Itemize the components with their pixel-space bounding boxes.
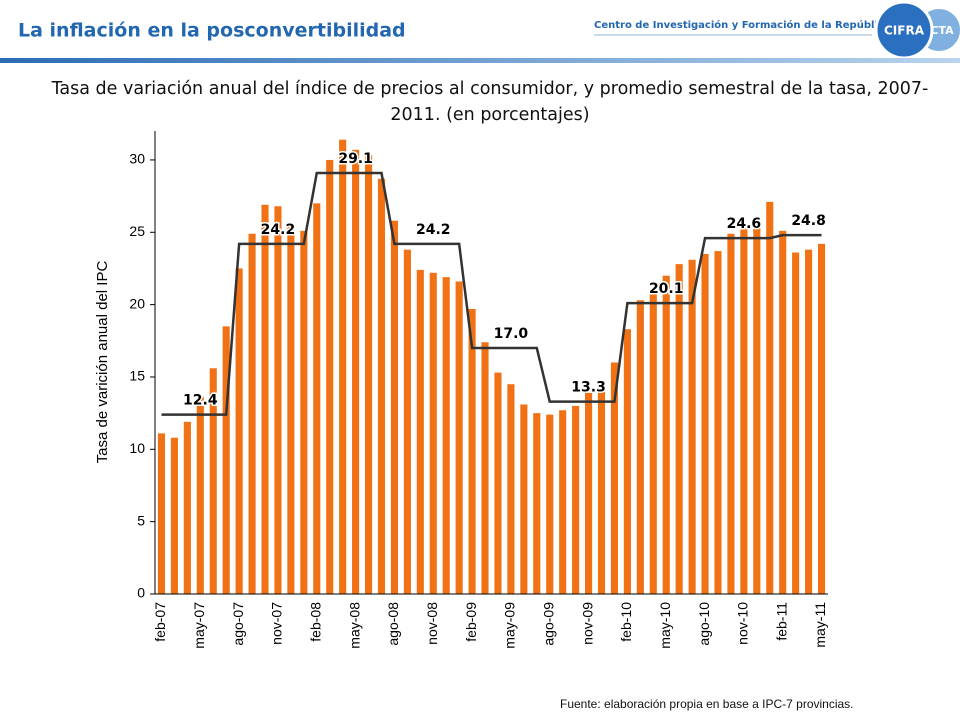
bar bbox=[468, 308, 476, 594]
bar bbox=[688, 259, 696, 594]
chart-title: Tasa de variación anual del índice de pr… bbox=[51, 79, 929, 125]
bar bbox=[313, 203, 321, 594]
data-label: 20.1 bbox=[649, 281, 684, 297]
header-title: La inflación en la posconvertibilidad bbox=[18, 20, 406, 42]
y-tick-label: 0 bbox=[137, 585, 145, 601]
x-tick-label: ago-08 bbox=[385, 602, 401, 646]
bar bbox=[429, 272, 437, 594]
bar bbox=[494, 372, 502, 594]
bar bbox=[403, 249, 411, 595]
data-label: 24.2 bbox=[261, 222, 296, 238]
x-tick-label: ago-09 bbox=[540, 602, 556, 646]
data-label: 29.1 bbox=[338, 151, 373, 167]
bar bbox=[649, 290, 657, 594]
bar bbox=[727, 233, 735, 594]
bar bbox=[377, 178, 386, 594]
x-tick-label: feb-07 bbox=[152, 602, 168, 642]
bar bbox=[300, 230, 308, 594]
bar bbox=[235, 268, 243, 594]
x-tick-label: may-10 bbox=[657, 602, 673, 649]
y-tick-label: 30 bbox=[129, 151, 145, 167]
bar bbox=[597, 382, 606, 594]
bar bbox=[455, 281, 463, 594]
x-tick-label: nov-09 bbox=[579, 602, 595, 645]
y-tick-label: 25 bbox=[129, 223, 145, 239]
bar bbox=[792, 252, 800, 594]
bar bbox=[766, 201, 774, 594]
source: Fuente: elaboración propia en base a IPC… bbox=[560, 697, 854, 711]
bar bbox=[610, 362, 619, 594]
y-axis-label: Tasa de varición anual del IPC bbox=[94, 261, 111, 464]
x-tick-label: ago-07 bbox=[230, 602, 246, 646]
bar bbox=[442, 277, 450, 594]
x-tick-label: nov-08 bbox=[424, 602, 440, 645]
x-tick-label: may-08 bbox=[346, 602, 362, 649]
bar bbox=[326, 159, 334, 594]
bar bbox=[805, 249, 813, 595]
bar bbox=[546, 414, 554, 594]
y-tick-label: 10 bbox=[129, 440, 145, 456]
bar bbox=[157, 433, 166, 594]
bar bbox=[585, 392, 593, 594]
data-label: 24.2 bbox=[416, 222, 451, 238]
bar bbox=[352, 149, 360, 594]
bar bbox=[248, 233, 256, 594]
plot: 0 5 10 15 20 25 30 12.4 24.2 29.1 24.2 17.0 13.3 20.1… bbox=[129, 131, 828, 649]
bar bbox=[183, 421, 191, 594]
x-tick-label: nov-10 bbox=[735, 602, 751, 645]
y-tick-label: 15 bbox=[129, 368, 145, 384]
x-tick-label: may-09 bbox=[502, 602, 518, 649]
x-tick-label: feb-08 bbox=[307, 602, 323, 642]
x-tick-label: feb-09 bbox=[463, 602, 479, 642]
x-tick-label: nov-07 bbox=[269, 602, 285, 645]
bar bbox=[170, 437, 178, 594]
average-line bbox=[161, 171, 822, 416]
bar bbox=[390, 220, 398, 595]
bar bbox=[817, 243, 826, 594]
data-label: 24.6 bbox=[727, 216, 762, 232]
bar bbox=[520, 404, 528, 594]
organization: Centro de Investigación y Formación de l… bbox=[594, 19, 950, 31]
bar bbox=[740, 227, 748, 595]
bar bbox=[507, 384, 515, 594]
bar bbox=[636, 300, 644, 594]
bar bbox=[701, 253, 709, 594]
logo-cifra: CIFRA bbox=[884, 24, 925, 38]
bar bbox=[559, 410, 567, 594]
bar bbox=[572, 405, 580, 594]
bar bbox=[274, 206, 282, 595]
bar bbox=[623, 329, 631, 594]
x-tick-label: feb-11 bbox=[773, 602, 789, 641]
x-tick-label: may-07 bbox=[191, 602, 207, 649]
bar bbox=[261, 204, 269, 594]
bar bbox=[675, 264, 683, 594]
bar bbox=[779, 230, 787, 594]
bar bbox=[339, 139, 347, 594]
x-tick-label: may-11 bbox=[812, 602, 828, 648]
bar bbox=[662, 275, 670, 594]
bar bbox=[416, 269, 424, 594]
bar bbox=[533, 413, 541, 594]
data-label: 12.4 bbox=[183, 393, 218, 409]
bar bbox=[481, 342, 489, 594]
bar bbox=[714, 251, 722, 594]
bar bbox=[196, 397, 204, 594]
bar bbox=[222, 326, 230, 594]
y-tick-label: 5 bbox=[137, 512, 145, 528]
data-label: 24.8 bbox=[791, 213, 826, 229]
bar bbox=[287, 223, 295, 594]
logo-cta: CTA bbox=[930, 24, 954, 37]
data-label: 13.3 bbox=[571, 380, 606, 396]
x-tick-label: feb-10 bbox=[618, 602, 634, 642]
bar bbox=[753, 217, 761, 594]
data-label: 17.0 bbox=[494, 326, 529, 342]
bar bbox=[209, 368, 217, 594]
y-tick-label: 20 bbox=[129, 295, 145, 311]
header-rule bbox=[0, 58, 960, 63]
bar bbox=[364, 155, 373, 595]
x-tick-label: ago-10 bbox=[696, 602, 712, 646]
